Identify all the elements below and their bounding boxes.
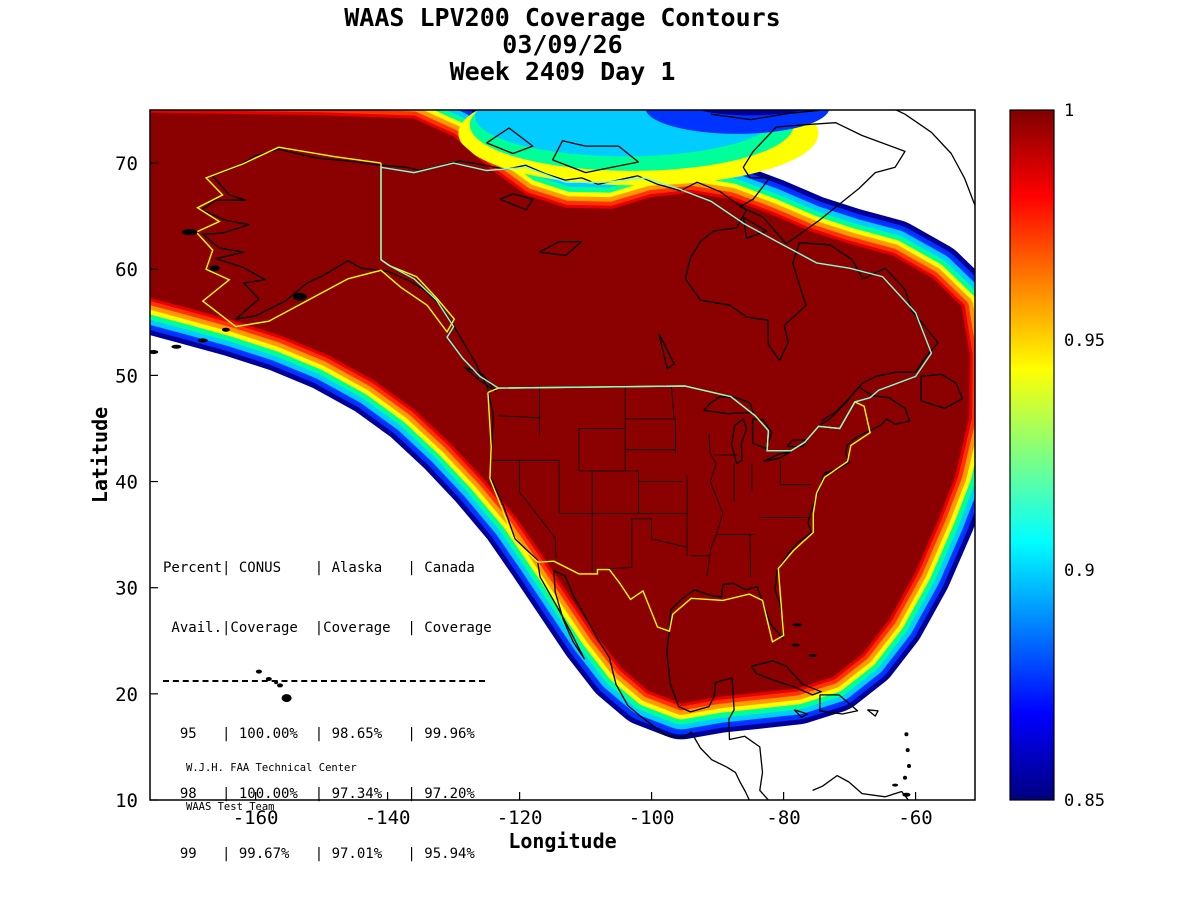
credit-annotation: W.J.H. FAA Technical Center WAAS Test Te… bbox=[186, 736, 357, 840]
state-border-line bbox=[671, 385, 675, 419]
island bbox=[209, 265, 220, 272]
island bbox=[792, 623, 803, 627]
coastline bbox=[762, 451, 791, 463]
coastline bbox=[552, 140, 640, 174]
colorbar-tick-label: 1 bbox=[1064, 101, 1074, 121]
alaska-region-outline bbox=[195, 146, 456, 334]
coastline bbox=[799, 242, 939, 422]
y-axis-label: Latitude bbox=[88, 406, 112, 504]
colorbar-tick-label: 0.9 bbox=[1064, 561, 1095, 581]
x-tick-label: -120 bbox=[497, 807, 543, 829]
coastline bbox=[793, 709, 809, 718]
chart-title: WAAS LPV200 Coverage Contours 03/09/26 W… bbox=[0, 4, 1125, 85]
y-tick-label: 30 bbox=[115, 578, 138, 600]
island bbox=[277, 683, 283, 688]
x-axis-label: Longitude bbox=[508, 829, 617, 853]
credit-line-2: WAAS Test Team bbox=[186, 801, 275, 813]
island bbox=[292, 292, 307, 301]
coastline bbox=[742, 216, 768, 240]
island bbox=[907, 764, 911, 768]
x-tick-label: -100 bbox=[629, 807, 675, 829]
state-border-line bbox=[519, 460, 557, 560]
coastline bbox=[894, 110, 975, 206]
colorbar bbox=[1010, 110, 1054, 800]
coastline bbox=[866, 709, 879, 717]
map-area bbox=[150, 110, 975, 800]
colorbar-frame bbox=[1009, 109, 1055, 801]
state-border-line bbox=[631, 518, 688, 548]
table-row-line: 95 | 100.00% | 98.65% | 99.96% bbox=[163, 726, 475, 742]
coastline bbox=[539, 240, 583, 257]
coverage-core-region bbox=[150, 112, 970, 704]
coastline bbox=[658, 333, 675, 370]
island bbox=[903, 775, 907, 780]
state-border-line bbox=[497, 415, 540, 419]
table-header-line-2: Avail.|Coverage |Coverage | Coverage bbox=[163, 620, 492, 636]
island bbox=[255, 669, 262, 674]
island bbox=[181, 229, 198, 236]
coastline bbox=[751, 418, 773, 450]
island bbox=[221, 327, 230, 332]
table-row-line: 98 | 100.00% | 97.34% | 97.20% bbox=[163, 786, 475, 802]
coastline bbox=[710, 110, 824, 121]
title-line-2: 03/09/26 bbox=[502, 30, 623, 59]
island bbox=[808, 654, 817, 658]
island bbox=[902, 792, 911, 797]
y-tick-label: 10 bbox=[115, 790, 138, 812]
state-border-line bbox=[749, 534, 751, 578]
coverage-table: Percent| CONUS | Alaska | Canada Avail.|… bbox=[163, 518, 492, 900]
island bbox=[171, 344, 182, 349]
coastline bbox=[499, 193, 534, 211]
colorbar-tick-label: 0.85 bbox=[1064, 791, 1105, 811]
state-border-line bbox=[706, 433, 724, 577]
y-tick-label: 60 bbox=[115, 259, 138, 281]
island bbox=[281, 694, 292, 703]
y-tick-label: 20 bbox=[115, 684, 138, 706]
x-tick-label: -140 bbox=[365, 807, 411, 829]
low-coverage-patch bbox=[645, 110, 830, 134]
coastline bbox=[819, 694, 859, 715]
coastline bbox=[812, 774, 910, 800]
plot-frame bbox=[149, 109, 976, 801]
coastline bbox=[920, 373, 964, 409]
island bbox=[150, 350, 159, 354]
coastline bbox=[750, 660, 822, 696]
credit-line-1: W.J.H. FAA Technical Center bbox=[186, 762, 357, 774]
colorbar-tick-label: 0.95 bbox=[1064, 331, 1105, 351]
island bbox=[791, 643, 800, 647]
coastline bbox=[730, 418, 748, 465]
state-border-line bbox=[608, 518, 633, 569]
table-row-line: 99 | 99.67% | 97.01% | 95.94% bbox=[163, 846, 475, 862]
state-border-line bbox=[779, 460, 812, 486]
coastline bbox=[703, 395, 754, 415]
low-coverage-patch bbox=[698, 110, 804, 116]
canada-region-outline bbox=[380, 162, 933, 452]
x-tick-label: -60 bbox=[898, 807, 932, 829]
y-tick-label: 40 bbox=[115, 472, 138, 494]
y-tick-label: 50 bbox=[115, 365, 138, 387]
island bbox=[905, 748, 910, 753]
x-tick-label: -80 bbox=[766, 807, 800, 829]
island bbox=[904, 732, 909, 737]
coastline bbox=[739, 122, 906, 245]
x-tick-label: -160 bbox=[233, 807, 279, 829]
island bbox=[892, 783, 899, 787]
island bbox=[197, 338, 208, 343]
table-header-line-1: Percent| CONUS | Alaska | Canada bbox=[163, 560, 475, 576]
coastline bbox=[486, 127, 534, 155]
table-divider bbox=[163, 680, 485, 682]
title-line-1: WAAS LPV200 Coverage Contours bbox=[344, 3, 781, 32]
y-tick-label: 70 bbox=[115, 153, 138, 175]
title-line-3: Week 2409 Day 1 bbox=[449, 57, 676, 86]
